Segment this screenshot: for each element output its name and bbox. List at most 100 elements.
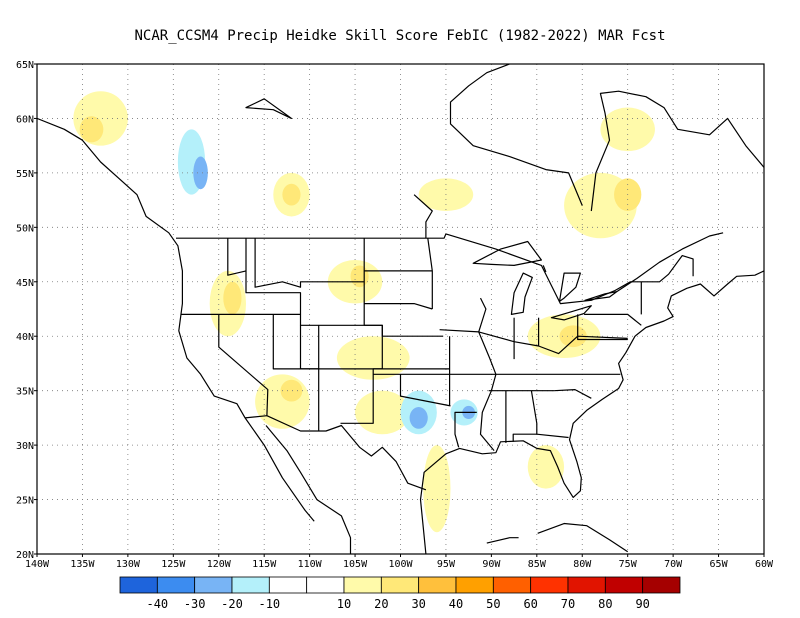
lat-label: 45N — [16, 278, 34, 289]
colorbar-label: 50 — [486, 597, 500, 611]
lat-label: 25N — [16, 496, 34, 507]
lat-label: 30N — [16, 441, 34, 452]
colorbar-label: 30 — [411, 597, 425, 611]
border-sd-ne — [364, 303, 433, 310]
us-canada-border — [176, 233, 694, 305]
colorbar-label: 80 — [598, 597, 612, 611]
skill-patch-14 — [255, 374, 310, 429]
colorbar-swatch — [343, 576, 382, 594]
colorbar-swatch — [530, 576, 569, 594]
skill-patch-25 — [527, 445, 565, 489]
border-pa — [577, 314, 628, 341]
lon-label: 90W — [482, 559, 501, 570]
colorbar-label: -40 — [146, 597, 168, 611]
skill-patch-15 — [280, 379, 303, 402]
colorbar-swatch — [418, 576, 457, 594]
lake-huron — [558, 272, 581, 302]
border-ar-la-tx — [454, 411, 477, 448]
border-nv-az-nm — [272, 314, 320, 431]
skill-patch-11 — [223, 281, 242, 315]
lon-label: 105W — [343, 559, 368, 570]
coastlines-and-borders — [37, 64, 764, 554]
colorbar-label: -20 — [221, 597, 243, 611]
colorbar-label: -30 — [184, 597, 206, 611]
colorbar-swatch — [119, 576, 158, 594]
colorbar-swatch — [231, 576, 270, 594]
lon-label: 130W — [116, 559, 141, 570]
latitude-labels: 20N 25N 30N 35N 40N 45N 50N 55N 60N 65N — [16, 60, 37, 561]
pacific-coastline — [37, 117, 315, 522]
colorbar-label: 20 — [374, 597, 388, 611]
colorbar-swatch — [492, 576, 532, 594]
lon-label: 60W — [755, 559, 774, 570]
colorbar-swatch — [380, 576, 420, 594]
longitude-labels: 140W 135W 130W 125W 120W 115W 110W 105W 100W 95W 9… — [25, 554, 774, 570]
atlantic-coastline — [419, 270, 764, 554]
skill-patch-3 — [193, 156, 208, 190]
lake-superior — [472, 240, 542, 266]
colorbar-swatch — [604, 576, 644, 594]
quebec-labrador-coast — [590, 90, 764, 212]
skill-patch-1 — [79, 116, 104, 143]
skill-patch-23 — [559, 325, 587, 348]
lon-label: 70W — [664, 559, 683, 570]
hudson-bay-coast — [449, 64, 583, 206]
lat-label: 60N — [16, 114, 34, 125]
skill-patch-19 — [409, 407, 428, 429]
border-ca-nv — [218, 314, 269, 416]
lake-michigan — [510, 272, 533, 315]
colorbar-label: 60 — [523, 597, 537, 611]
colorbar — [119, 576, 681, 594]
lon-label: 135W — [70, 559, 95, 570]
colorbar-swatch — [567, 576, 606, 594]
lon-label: 80W — [573, 559, 592, 570]
lat-label: 20N — [16, 550, 34, 561]
border-nc-sc — [554, 389, 592, 399]
lat-label: 50N — [16, 223, 34, 234]
lat-label: 65N — [16, 60, 34, 71]
colorbar-swatch — [306, 576, 345, 594]
border-al-ga-fl — [512, 390, 538, 442]
border-nd-mn — [427, 238, 433, 309]
lon-label: 115W — [252, 559, 277, 570]
lon-label: 75W — [619, 559, 638, 570]
us-mexico-border — [245, 415, 427, 491]
colorbar-label: 70 — [561, 597, 575, 611]
lon-label: 110W — [298, 559, 323, 570]
colorbar-swatch — [156, 576, 196, 594]
colorbar-label: 40 — [449, 597, 463, 611]
lon-label: 120W — [207, 559, 232, 570]
yucatan-coast — [486, 537, 519, 544]
chart-title: NCAR_CCSM4 Precip Heidke Skill Score Feb… — [134, 28, 666, 44]
great-slave-lake — [245, 98, 292, 119]
lon-label: 140W — [25, 559, 50, 570]
colorbar-label: 10 — [337, 597, 351, 611]
border-mt-wy-co-nm — [340, 238, 383, 424]
lon-label: 65W — [710, 559, 729, 570]
skill-patch-5 — [282, 183, 301, 206]
st-lawrence-river — [616, 232, 724, 293]
colorbar-swatch — [642, 576, 681, 594]
soo-locks — [542, 265, 547, 273]
cuba-coast — [537, 522, 629, 553]
border-ny — [584, 313, 642, 326]
lon-label: 85W — [528, 559, 547, 570]
border-ga-fl — [536, 433, 569, 439]
skill-patch-24 — [423, 445, 451, 533]
lake-erie — [550, 305, 592, 321]
lon-label: 95W — [437, 559, 456, 570]
skill-patch-13 — [350, 265, 369, 288]
gulf-of-california-coast — [265, 425, 352, 554]
colorbar-labels: -40 -30 -20 -10 10 20 30 40 50 60 70 80 90 — [146, 597, 649, 611]
lake-winnipeg-outline — [413, 194, 433, 239]
lat-lon-grid — [37, 64, 764, 554]
border-mt-id-wy — [254, 238, 365, 288]
colorbar-swatch — [455, 576, 494, 594]
line-37n — [299, 325, 450, 370]
mississippi-river — [478, 297, 497, 451]
lon-label: 125W — [161, 559, 186, 570]
border-id — [245, 238, 302, 315]
lat-label: 35N — [16, 387, 34, 398]
colorbar-label: 90 — [635, 597, 649, 611]
